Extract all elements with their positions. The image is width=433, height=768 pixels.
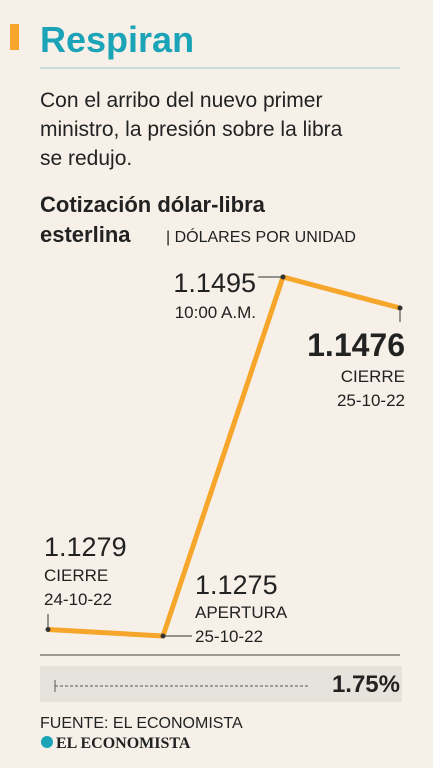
point-label: APERTURA bbox=[195, 603, 288, 622]
change-band bbox=[40, 666, 402, 702]
point-label: 24-10-22 bbox=[44, 590, 112, 609]
point bbox=[160, 633, 166, 639]
unit-label: | DÓLARES POR UNIDAD bbox=[166, 227, 356, 246]
point-label: 25-10-22 bbox=[337, 391, 405, 410]
point-label: CIERRE bbox=[341, 367, 405, 386]
value-label: 1.1275 bbox=[195, 570, 278, 600]
value-label: 1.1279 bbox=[44, 532, 127, 562]
point bbox=[280, 274, 286, 280]
chart-title: Cotización dólar-libra bbox=[40, 192, 266, 217]
subtitle: se redujo. bbox=[40, 147, 132, 170]
subtitle: ministro, la presión sobre la libra bbox=[40, 118, 343, 141]
logo: EL ECONOMISTA bbox=[56, 735, 191, 752]
title: Respiran bbox=[40, 19, 194, 60]
point bbox=[397, 305, 403, 311]
logo-icon bbox=[41, 736, 53, 748]
source: FUENTE: EL ECONOMISTA bbox=[40, 715, 243, 732]
change-label: 1.75% bbox=[332, 671, 400, 698]
value-label: 1.1495 bbox=[173, 268, 256, 298]
point-label: 10:00 A.M. bbox=[175, 303, 256, 322]
value-label: 1.1476 bbox=[307, 327, 405, 363]
point bbox=[45, 626, 51, 632]
line-series bbox=[47, 274, 401, 639]
title-accent bbox=[10, 24, 19, 50]
point-label: CIERRE bbox=[44, 566, 108, 585]
point-label: 25-10-22 bbox=[195, 627, 263, 646]
subtitle: Con el arribo del nuevo primer bbox=[40, 89, 322, 112]
chart-title: esterlina bbox=[40, 222, 131, 247]
